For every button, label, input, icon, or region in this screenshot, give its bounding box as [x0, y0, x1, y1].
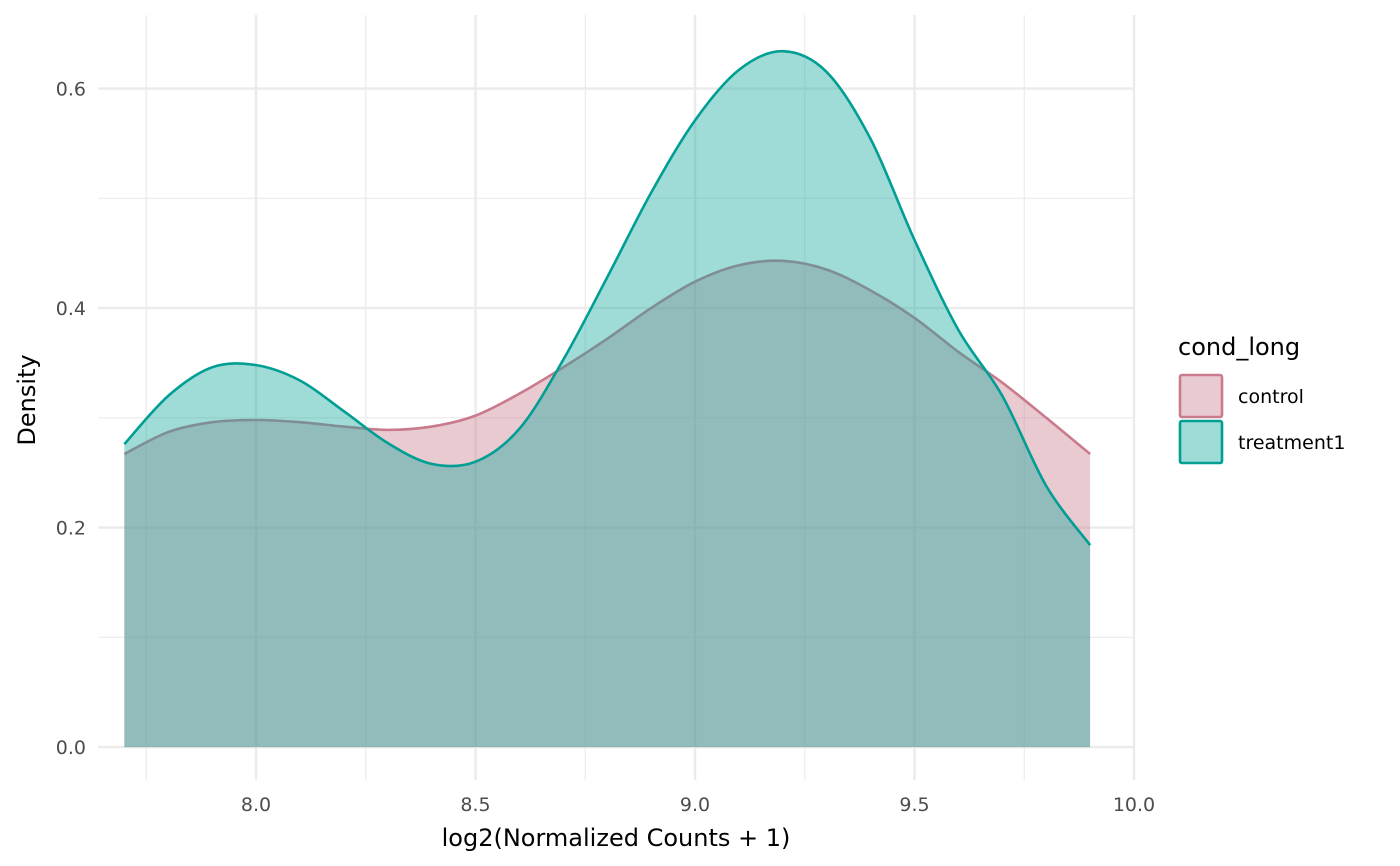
legend-item-control: control	[1178, 373, 1304, 419]
grid	[98, 15, 1136, 780]
y-tick-label: 0.2	[56, 518, 86, 540]
legend-key-background	[1180, 375, 1222, 417]
x-tick-label: 9.5	[899, 794, 929, 816]
x-tick-label: 10.0	[1113, 794, 1155, 816]
legend-key-background	[1180, 421, 1222, 463]
x-tick-label: 8.0	[241, 794, 271, 816]
legend-item-treatment1: treatment1	[1178, 419, 1345, 465]
x-tick-label: 8.5	[460, 794, 490, 816]
legend: cond_long control treatment1	[1178, 333, 1345, 465]
legend-label: treatment1	[1238, 432, 1345, 454]
y-tick-label: 0.4	[56, 298, 86, 320]
density-line-treatment1	[123, 49, 1092, 546]
x-axis-title: log2(Normalized Counts + 1)	[442, 824, 791, 852]
tick-labels: 8.0 8.5 9.0 9.5 10.0 0.0 0.2 0.4 0.6	[56, 79, 1155, 816]
legend-key-control	[1178, 373, 1224, 419]
y-tick-label: 0.6	[56, 79, 86, 101]
legend-label: control	[1238, 386, 1304, 408]
legend-title: cond_long	[1178, 333, 1300, 361]
density-area-treatment1	[124, 51, 1091, 748]
y-axis-title: Density	[13, 354, 41, 445]
x-tick-label: 9.0	[680, 794, 710, 816]
density-area-control	[124, 260, 1091, 748]
legend-items: control treatment1	[1178, 373, 1345, 465]
legend-key-treatment1	[1178, 419, 1224, 465]
density-areas	[123, 49, 1092, 748]
density-line-control	[123, 259, 1091, 456]
y-tick-label: 0.0	[56, 737, 86, 759]
